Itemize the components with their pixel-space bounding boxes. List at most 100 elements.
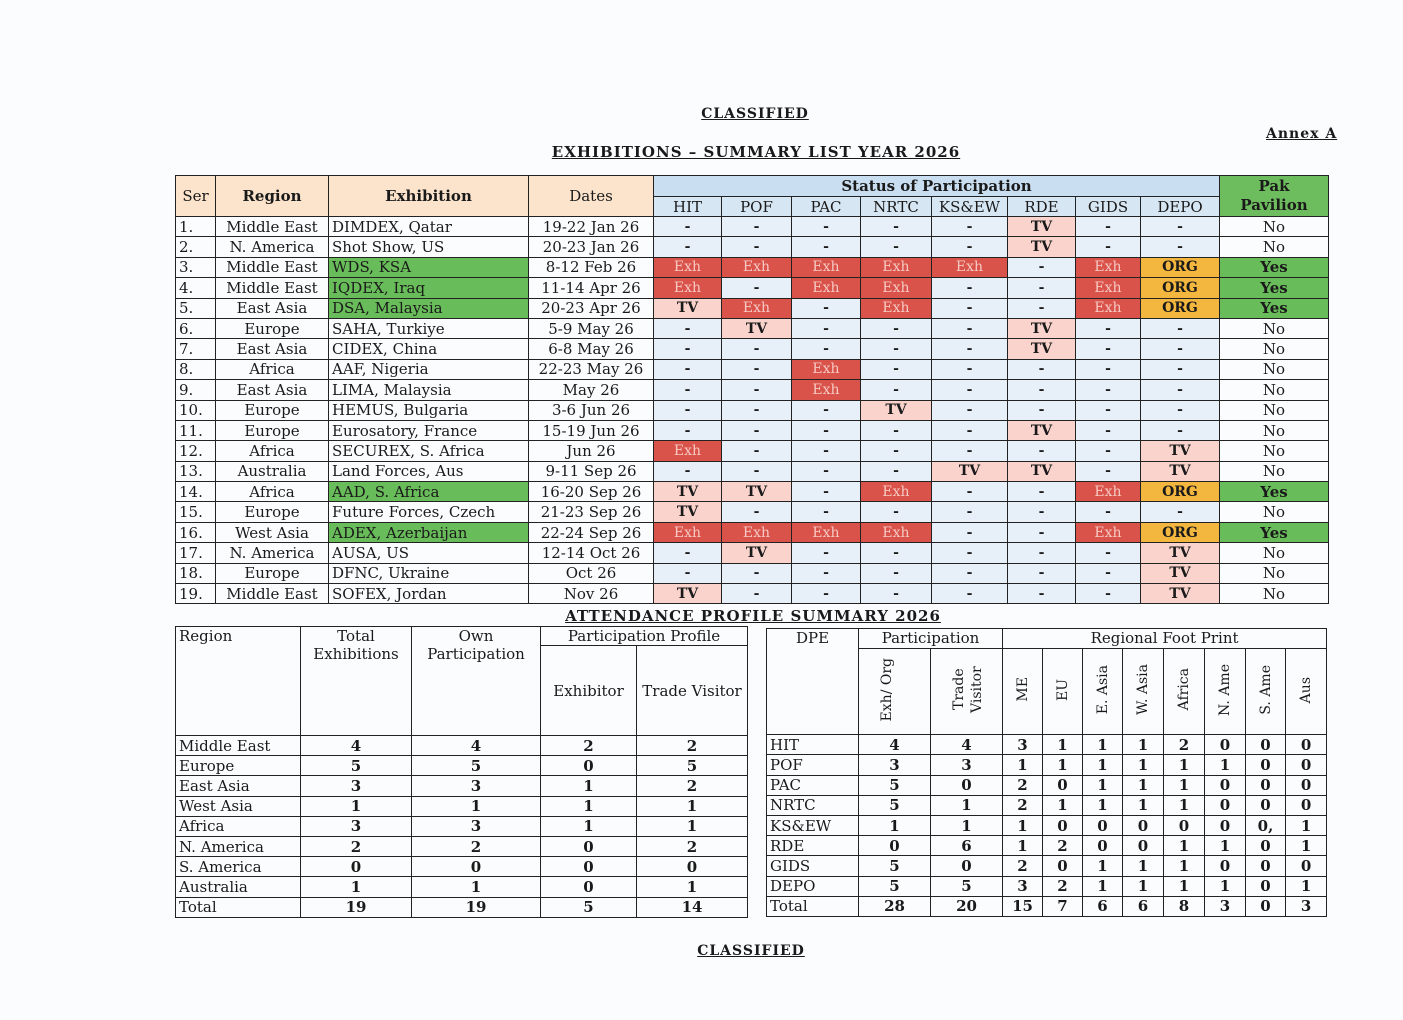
row-status-cell: Exh xyxy=(791,256,861,279)
dpe-footprint-cell: 1 xyxy=(1163,835,1205,857)
dpe-name: KS&EW xyxy=(766,814,859,837)
row-ser: 5. xyxy=(175,297,216,319)
region-trade-visitor: 1 xyxy=(635,795,749,817)
dpe-footprint-cell: 1 xyxy=(1163,875,1205,897)
row-status-cell: - xyxy=(860,338,932,360)
dpe-footprint-cell: 3 xyxy=(1002,875,1043,897)
table-row: 8. Africa AAF, Nigeria 22-23 May 26- - Exh - - -… xyxy=(175,358,1329,381)
row-status-cell: - xyxy=(721,379,792,401)
row-pavilion: No xyxy=(1219,317,1329,340)
table-row: 5. East Asia DSA, Malaysia 20-23 Apr 26 TV Ex… xyxy=(175,297,1329,319)
row-exhibition: Shot Show, US xyxy=(328,236,529,258)
row-status-cell: - xyxy=(791,542,861,564)
row-status-cell: - xyxy=(791,215,861,238)
region-trade-visitor: 1 xyxy=(635,815,749,837)
row-status-cell: - xyxy=(791,562,861,585)
row-status-cell: - xyxy=(931,542,1008,564)
row-pavilion: No xyxy=(1219,379,1329,401)
table-row: NRTC 5 1 2 1 1 1 1 0 0 0 xyxy=(766,794,1328,816)
dpe-trade-visitor: 1 xyxy=(930,814,1003,837)
row-dates: Nov 26 xyxy=(528,583,654,605)
row-exhibition: Future Forces, Czech xyxy=(328,501,529,523)
dpe-footprint-cell: 1 xyxy=(1002,835,1043,857)
row-status-cell: TV xyxy=(653,297,722,319)
dpe-name: PAC xyxy=(766,774,859,796)
dpe-footprint-cell: 0 xyxy=(1042,774,1083,796)
row-region: Australia xyxy=(215,460,329,483)
region-total: 5 xyxy=(300,755,412,777)
header-region-col: Africa xyxy=(1163,648,1205,736)
dpe-footprint-cell: 0 xyxy=(1245,774,1286,796)
dpe-footprint-cell: 0 xyxy=(1284,794,1328,816)
region-name: Australia xyxy=(175,876,301,898)
row-status-cell: - xyxy=(931,583,1008,605)
dpe-exh-org: 5 xyxy=(858,875,931,897)
attendance-subtitle: ATTENDANCE PROFILE SUMMARY 2026 xyxy=(565,607,941,625)
row-status-cell: - xyxy=(791,317,861,340)
row-ser: 17. xyxy=(175,542,216,564)
row-status-cell: ORG xyxy=(1140,481,1220,503)
row-status-cell: - xyxy=(860,501,932,523)
row-status-cell: - xyxy=(1007,583,1076,605)
row-status-cell: Exh xyxy=(791,379,861,401)
region-trade-visitor: 5 xyxy=(635,755,749,777)
header-dpe-6: GIDS xyxy=(1075,196,1141,217)
row-status-cell: Exh xyxy=(653,256,722,279)
dpe-exh-org: 5 xyxy=(858,855,931,877)
row-status-cell: - xyxy=(860,583,932,605)
row-status-cell: - xyxy=(931,215,1008,238)
row-status-cell: TV xyxy=(653,583,722,605)
row-pavilion: No xyxy=(1219,236,1329,258)
table-row: DEPO 5 5 3 2 1 1 1 1 0 1 xyxy=(766,875,1328,897)
dpe-name: DEPO xyxy=(766,875,859,897)
row-status-cell: - xyxy=(931,521,1008,544)
dpe-footprint-cell: 1 xyxy=(1002,814,1043,837)
row-status-cell: TV xyxy=(1007,317,1076,340)
header-dpe: DPE xyxy=(766,627,859,736)
dpe-name: RDE xyxy=(766,835,859,857)
row-status-cell: - xyxy=(860,215,932,238)
row-ser: 16. xyxy=(175,521,216,544)
row-exhibition: CIDEX, China xyxy=(328,338,529,360)
region-exhibitor: 2 xyxy=(540,734,637,757)
row-status-cell: - xyxy=(1140,338,1220,360)
row-exhibition: HEMUS, Bulgaria xyxy=(328,399,529,421)
row-status-cell: TV xyxy=(1140,583,1220,605)
row-status-cell: - xyxy=(860,317,932,340)
row-status-cell: - xyxy=(1075,419,1141,442)
row-status-cell: - xyxy=(1075,583,1141,605)
row-status-cell: - xyxy=(1140,236,1220,258)
row-ser: 14. xyxy=(175,481,216,503)
header-region-2: E. Asia xyxy=(1094,665,1111,715)
table-row: 17. N. America AUSA, US 12-14 Oct 26- TV - - - -… xyxy=(175,542,1329,564)
region-name: N. America xyxy=(175,835,301,858)
header-own-participation: Own Participation xyxy=(411,626,541,736)
dpe-footprint-cell: 1 xyxy=(1122,754,1164,776)
row-status-cell: - xyxy=(1140,317,1220,340)
region-total: 4 xyxy=(300,734,412,757)
row-pavilion: No xyxy=(1219,358,1329,381)
dpe-footprint-cell: 1 xyxy=(1082,774,1123,796)
row-status-cell: - xyxy=(1075,379,1141,401)
table-row: 4. Middle East IQDEX, Iraq 11-14 Apr 26 Exh -… xyxy=(175,277,1329,299)
dpe-trade-visitor: 0 xyxy=(930,855,1003,877)
row-ser: 4. xyxy=(175,277,216,299)
row-status-cell: - xyxy=(1007,440,1076,462)
row-status-cell: TV xyxy=(653,501,722,523)
row-exhibition: SOFEX, Jordan xyxy=(328,583,529,605)
dpe-footprint-cell: 2 xyxy=(1002,794,1043,816)
row-exhibition: DSA, Malaysia xyxy=(328,297,529,319)
region-name: West Asia xyxy=(175,795,301,817)
exhibitions-table: Ser Region Exhibition Dates Status of Pa… xyxy=(175,175,1329,605)
row-exhibition: Land Forces, Aus xyxy=(328,460,529,483)
row-dates: 5-9 May 26 xyxy=(528,317,654,340)
row-ser: 15. xyxy=(175,501,216,523)
row-status-cell: - xyxy=(1007,521,1076,544)
row-status-cell: Exh xyxy=(653,277,722,299)
dpe-footprint-cell: 2 xyxy=(1042,875,1083,897)
row-region: Middle East xyxy=(215,277,329,299)
table-row: 11. Europe Eurosatory, France 15-19 Jun 26-… xyxy=(175,419,1329,442)
row-status-cell: - xyxy=(1007,542,1076,564)
row-dates: 8-12 Feb 26 xyxy=(528,256,654,279)
table-row: 13. Australia Land Forces, Aus 9-11 Sep 26-… xyxy=(175,460,1329,483)
